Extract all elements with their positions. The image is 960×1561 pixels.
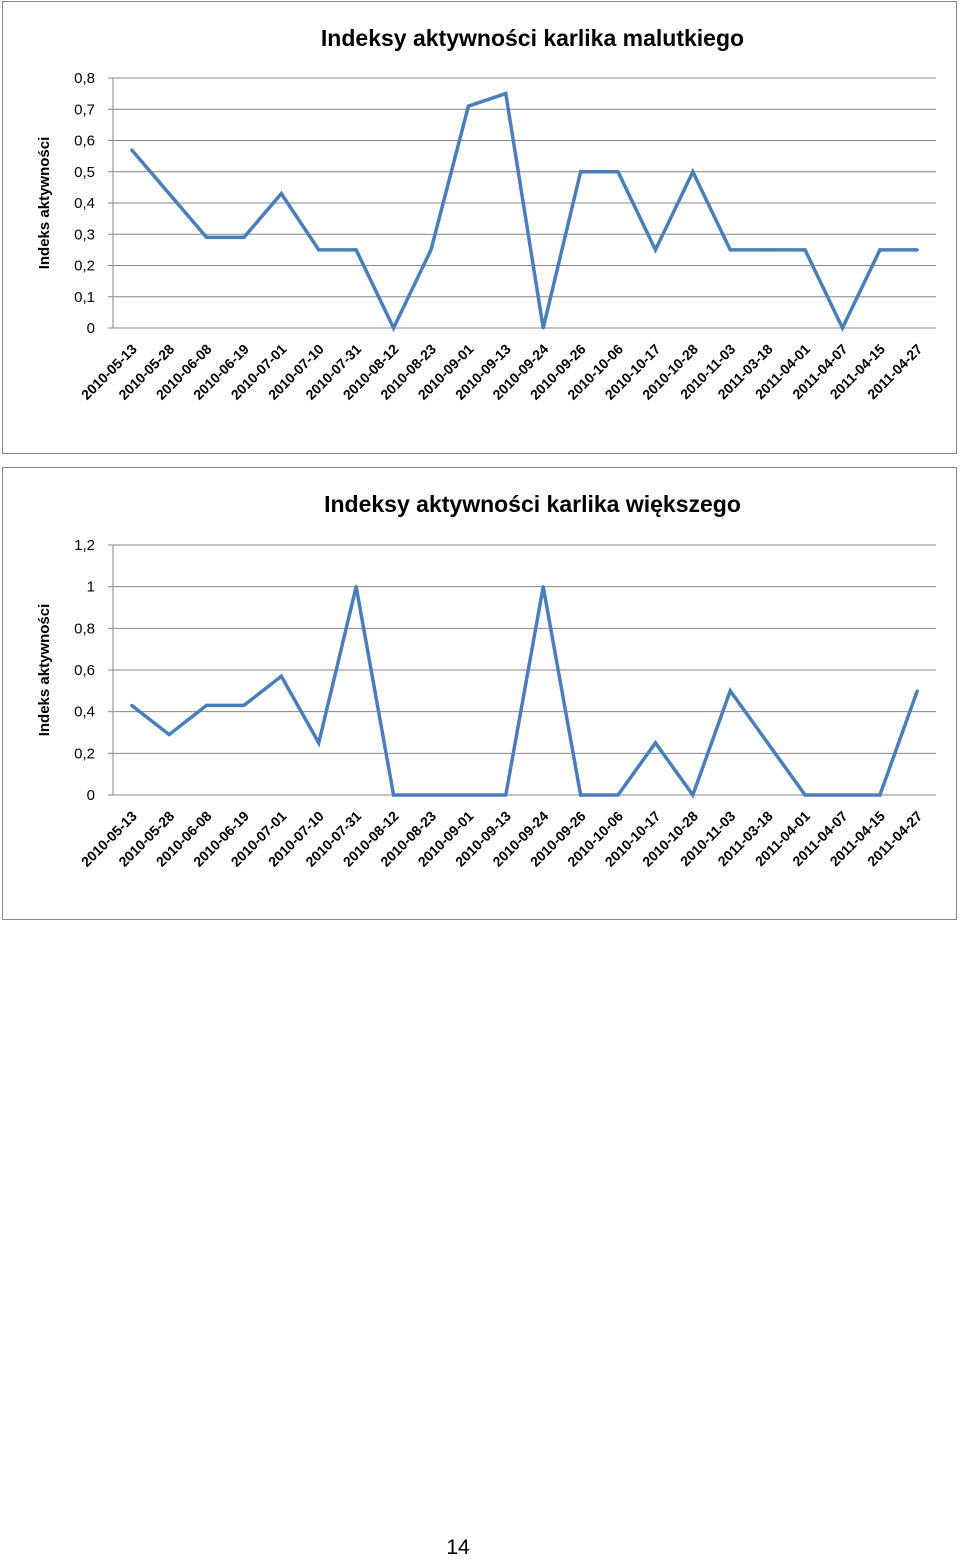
- y-tick-label: 0,8: [74, 70, 95, 87]
- data-point: [130, 703, 134, 707]
- y-tick-label: 0,7: [74, 101, 95, 118]
- data-point: [691, 793, 695, 797]
- data-point: [504, 793, 508, 797]
- data-point: [429, 793, 433, 797]
- y-tick-label: 0: [87, 320, 95, 337]
- data-point: [840, 793, 844, 797]
- y-axis-title: Indeks aktywności: [36, 604, 53, 737]
- chart-karlik-wiekszy-svg: Indeksy aktywności karlika większego Inde…: [36, 491, 936, 870]
- y-tick-label: 1,2: [74, 537, 95, 554]
- series-line: [130, 91, 918, 333]
- data-point: [803, 793, 807, 797]
- series-line: [130, 586, 919, 799]
- data-point: [728, 248, 732, 252]
- data-point: [766, 248, 770, 252]
- chart-karlik-malutki-svg: Indeksy aktywności karlika malutkiego Ind…: [36, 25, 936, 403]
- data-point: [354, 248, 358, 252]
- data-point: [167, 733, 171, 737]
- data-point: [915, 689, 919, 693]
- data-point: [242, 703, 246, 707]
- data-point: [541, 326, 545, 330]
- data-point: [242, 235, 246, 239]
- y-tick-label: 0,8: [74, 620, 95, 637]
- data-point: [653, 741, 657, 745]
- data-point: [466, 104, 470, 108]
- y-tick-label: 0,4: [74, 195, 95, 212]
- data-point: [653, 248, 657, 252]
- y-tick-label: 0,2: [74, 745, 95, 762]
- data-point: [279, 674, 283, 678]
- data-point: [840, 326, 844, 330]
- chart-title: Indeksy aktywności karlika większego: [324, 491, 741, 517]
- data-point: [616, 793, 620, 797]
- data-point: [579, 170, 583, 174]
- y-tick-label: 0,5: [74, 164, 95, 181]
- y-axis-title: Indeks aktywności: [36, 137, 53, 270]
- y-tick-label: 0,4: [74, 704, 95, 721]
- data-point: [354, 585, 358, 589]
- data-point: [205, 235, 209, 239]
- data-point: [803, 248, 807, 252]
- data-point: [541, 585, 545, 589]
- y-tick-label: 0: [87, 787, 95, 804]
- data-point: [205, 703, 209, 707]
- y-tick-label: 0,1: [74, 289, 95, 306]
- data-point: [691, 170, 695, 174]
- y-tick-label: 0,6: [74, 662, 95, 679]
- chart-title: Indeksy aktywności karlika malutkiego: [321, 25, 744, 51]
- data-point: [878, 248, 882, 252]
- data-point: [392, 326, 396, 330]
- page-number: 14: [446, 1536, 470, 1559]
- data-point: [317, 248, 321, 252]
- y-tick-label: 0,2: [74, 258, 95, 275]
- data-point: [878, 793, 882, 797]
- data-point: [504, 92, 508, 96]
- data-point: [317, 741, 321, 745]
- data-point: [616, 170, 620, 174]
- y-tick-label: 1: [87, 579, 95, 596]
- data-point: [915, 248, 919, 252]
- data-point: [766, 741, 770, 745]
- y-tick-label: 0,6: [74, 133, 95, 150]
- data-point: [130, 148, 134, 152]
- data-point: [429, 248, 433, 252]
- data-point: [392, 793, 396, 797]
- data-point: [167, 192, 171, 196]
- data-point: [466, 793, 470, 797]
- data-point: [728, 689, 732, 693]
- chart-karlik-wiekszy: Indeksy aktywności karlika większego Inde…: [2, 467, 957, 920]
- chart-karlik-malutki: Indeksy aktywności karlika malutkiego Ind…: [2, 1, 957, 454]
- y-tick-label: 0,3: [74, 226, 95, 243]
- data-point: [579, 793, 583, 797]
- data-point: [279, 192, 283, 196]
